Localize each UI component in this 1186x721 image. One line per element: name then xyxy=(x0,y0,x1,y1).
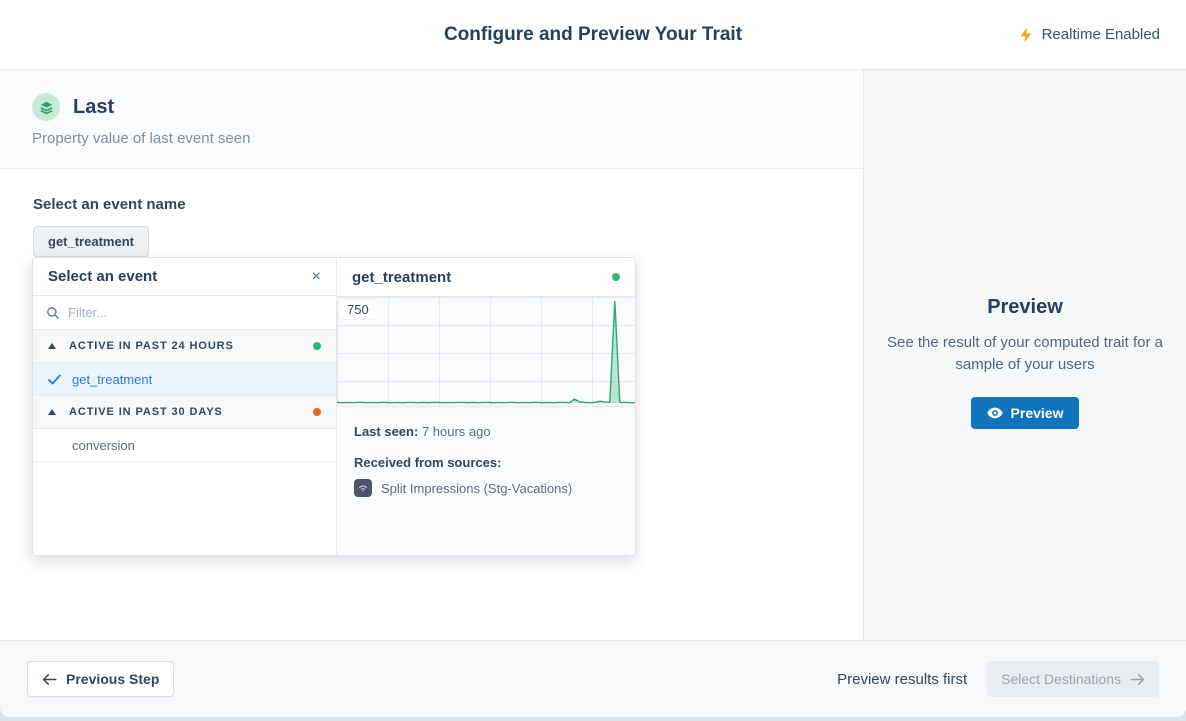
realtime-status: Realtime Enabled xyxy=(1018,0,1160,69)
collapse-triangle-icon xyxy=(48,343,56,349)
event-item-conversion[interactable]: conversion xyxy=(33,429,336,462)
preview-description: See the result of your computed trait fo… xyxy=(887,334,1163,373)
footer-bar: Previous Step Preview results first Sele… xyxy=(0,640,1186,717)
preview-button[interactable]: Preview xyxy=(970,396,1080,429)
event-filter-input[interactable] xyxy=(68,305,323,320)
sources-label: Received from sources: xyxy=(354,455,502,470)
group-header-30-days[interactable]: ACTIVE IN PAST 30 DAYS xyxy=(33,396,336,429)
top-bar: Configure and Preview Your Trait Realtim… xyxy=(0,0,1186,70)
previous-step-button[interactable]: Previous Step xyxy=(27,661,175,697)
trait-header: Last Property value of last event seen xyxy=(0,70,863,169)
select-destinations-button[interactable]: Select Destinations xyxy=(987,661,1159,697)
source-name: Split Impressions (Stg-Vacations) xyxy=(381,480,573,496)
eye-icon xyxy=(986,407,1003,419)
last-seen-label: Last seen: xyxy=(354,424,419,439)
group-label: ACTIVE IN PAST 30 DAYS xyxy=(69,406,223,418)
page-title: Configure and Preview Your Trait xyxy=(443,23,743,45)
event-list-column: Select an event × xyxy=(33,258,337,555)
group-label: ACTIVE IN PAST 24 HOURS xyxy=(69,340,234,352)
arrow-left-icon xyxy=(42,673,57,686)
preview-button-label: Preview xyxy=(1010,404,1064,421)
popover-title: Select an event xyxy=(48,268,158,285)
chart-max-label: 750 xyxy=(339,300,377,319)
event-filter-row xyxy=(33,296,336,330)
event-detail-column: get_treatment 750 Last seen: 7 hours ago xyxy=(337,258,635,555)
event-item-get-treatment[interactable]: get_treatment xyxy=(33,363,336,396)
orange-status-dot xyxy=(313,408,321,416)
last-seen-value: 7 hours ago xyxy=(421,424,491,439)
trait-config-area: Select an event name get_treatment Selec… xyxy=(0,169,863,640)
trait-description: Property value of last event seen xyxy=(32,130,251,147)
check-icon xyxy=(48,374,62,385)
close-icon[interactable]: × xyxy=(311,267,321,285)
sparkline-area xyxy=(337,297,635,406)
main-panel: Last Property value of last event seen S… xyxy=(0,70,864,640)
collapse-triangle-icon xyxy=(48,409,56,415)
group-header-24-hours[interactable]: ACTIVE IN PAST 24 HOURS xyxy=(33,330,336,363)
event-metadata: Last seen: 7 hours ago Received from sou… xyxy=(337,407,635,514)
event-item-label: get_treatment xyxy=(72,371,153,387)
event-name-label: Select an event name xyxy=(33,196,186,213)
footer-hint: Preview results first xyxy=(837,670,968,688)
green-status-dot xyxy=(612,273,620,281)
arrow-right-icon xyxy=(1130,673,1145,686)
preview-title: Preview xyxy=(987,296,1063,318)
event-item-label: conversion xyxy=(72,437,135,453)
source-wifi-icon xyxy=(354,479,372,497)
body-row: Last Property value of last event seen S… xyxy=(0,70,1186,640)
realtime-label: Realtime Enabled xyxy=(1041,26,1160,43)
source-row: Split Impressions (Stg-Vacations) xyxy=(354,479,618,497)
lightning-bolt-icon xyxy=(1018,26,1034,44)
trait-layers-icon xyxy=(32,93,60,121)
green-status-dot xyxy=(313,342,321,350)
event-detail-title: get_treatment xyxy=(352,268,452,286)
trait-name: Last xyxy=(73,95,115,118)
event-select-popover: Select an event × xyxy=(32,257,636,556)
preview-sidebar: Preview See the result of your computed … xyxy=(864,70,1186,640)
previous-step-label: Previous Step xyxy=(66,671,160,687)
selected-event-chip[interactable]: get_treatment xyxy=(33,226,149,257)
select-destinations-label: Select Destinations xyxy=(1001,671,1121,687)
event-volume-chart: 750 xyxy=(337,296,635,407)
search-icon xyxy=(46,306,60,320)
